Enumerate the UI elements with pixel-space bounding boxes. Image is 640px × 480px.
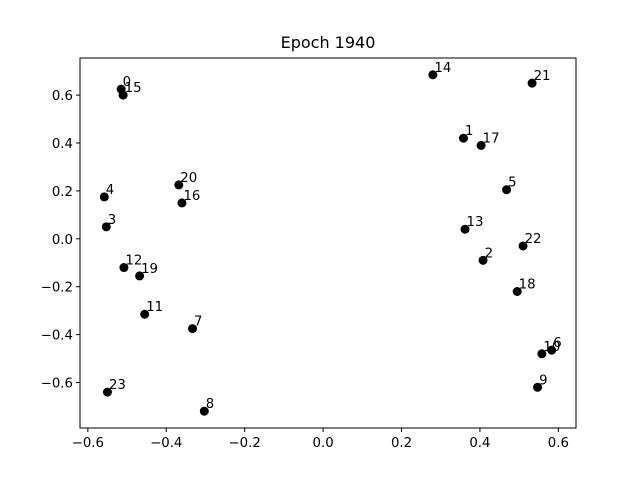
data-point-label: 0 <box>123 75 131 90</box>
data-point <box>177 198 187 208</box>
data-point <box>428 70 438 80</box>
data-point-label: 8 <box>206 397 214 412</box>
data-point-label: 22 <box>525 232 542 247</box>
data-point <box>140 309 150 319</box>
data-point-label: 17 <box>483 131 500 146</box>
data-point <box>533 382 543 392</box>
data-point-label: 1 <box>465 124 473 139</box>
x-tick-label: −0.2 <box>229 436 261 451</box>
data-point <box>460 224 470 234</box>
data-point <box>518 241 528 251</box>
data-point-label: 16 <box>183 189 200 204</box>
data-point <box>537 349 547 359</box>
data-point <box>135 271 145 281</box>
data-point <box>199 406 209 416</box>
data-point <box>476 140 486 150</box>
data-point-label: 12 <box>125 254 142 269</box>
data-point <box>527 78 537 88</box>
y-tick-label: 0.0 <box>52 233 73 248</box>
data-point-label: 7 <box>194 315 202 330</box>
data-point <box>547 345 557 355</box>
x-tick-label: 0.0 <box>313 436 334 451</box>
y-tick-label: 0.2 <box>52 185 73 200</box>
x-axis: −0.6 −0.4 −0.2 0.0 0.2 0.4 0.6 <box>72 428 569 451</box>
data-point <box>119 263 129 273</box>
y-tick-label: 0.6 <box>52 89 73 104</box>
data-point-label: 19 <box>141 262 158 277</box>
data-point <box>458 133 468 143</box>
data-point-label: 10 <box>543 340 560 355</box>
data-point <box>188 324 198 334</box>
data-point-label: 9 <box>539 373 547 388</box>
data-point-label: 2 <box>485 246 493 261</box>
x-tick-label: 0.4 <box>469 436 490 451</box>
x-tick-label: 0.6 <box>548 436 569 451</box>
chart-title: Epoch 1940 <box>281 33 376 52</box>
data-point-label: 5 <box>508 176 516 191</box>
data-point-label: 14 <box>434 61 451 76</box>
data-point-label: 15 <box>125 81 142 96</box>
y-tick-label: 0.4 <box>52 137 73 152</box>
x-tick-label: −0.6 <box>72 436 104 451</box>
data-point-label: 6 <box>553 336 561 351</box>
data-point <box>502 185 512 195</box>
x-tick-label: 0.2 <box>391 436 412 451</box>
data-point-label: 21 <box>534 69 551 84</box>
y-axis: −0.6 −0.4 −0.2 0.0 0.2 0.4 0.6 <box>41 89 80 391</box>
data-point-label: 13 <box>467 215 484 230</box>
data-point <box>102 387 112 397</box>
x-tick-label: −0.4 <box>150 436 182 451</box>
data-point-label: 11 <box>146 300 163 315</box>
data-point-label: 20 <box>180 171 197 186</box>
data-point <box>512 286 522 296</box>
data-point <box>118 90 128 100</box>
data-point <box>101 222 111 232</box>
data-point <box>174 180 184 190</box>
data-point-label: 18 <box>519 277 536 292</box>
y-tick-label: −0.6 <box>41 376 73 391</box>
plot-area-frame <box>79 57 577 429</box>
data-point-label: 3 <box>108 213 116 228</box>
data-point-label: 23 <box>109 378 126 393</box>
y-tick-label: −0.4 <box>41 329 73 344</box>
y-tick-label: −0.2 <box>41 281 73 296</box>
data-point-label: 4 <box>106 183 114 198</box>
data-point <box>99 192 109 202</box>
data-point <box>478 255 488 265</box>
